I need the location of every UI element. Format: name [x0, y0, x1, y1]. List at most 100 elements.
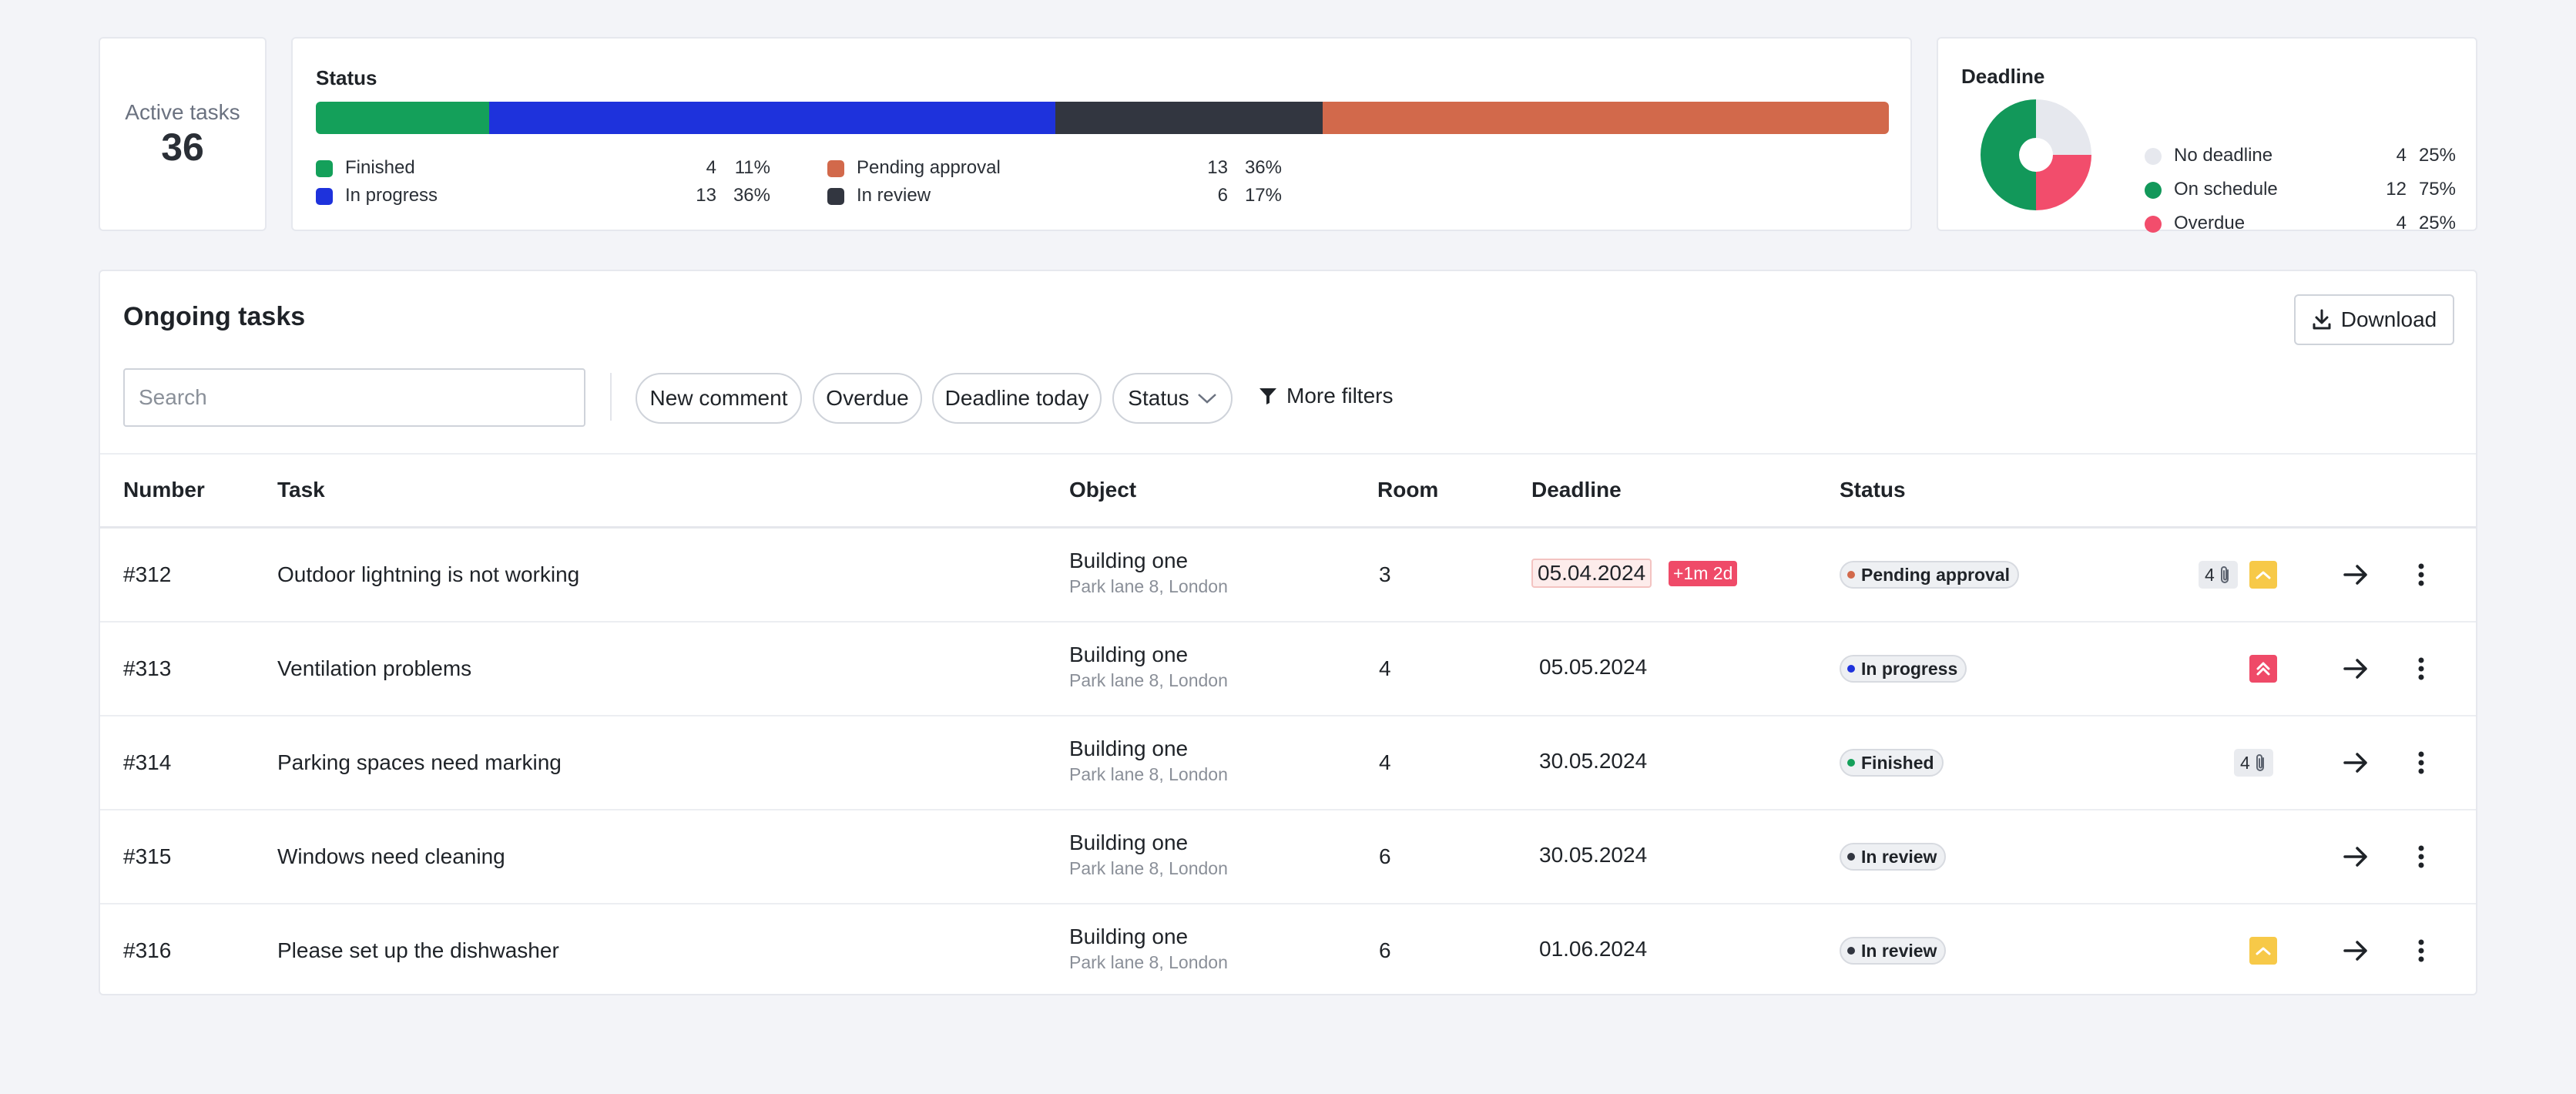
more-options-icon[interactable]: [2410, 652, 2433, 686]
legend-count: 4: [2396, 213, 2407, 233]
object-address: Park lane 8, London: [1069, 576, 1228, 596]
task-number: #313: [123, 656, 172, 680]
deadline-legend-item: On schedule 12 75%: [2145, 179, 2456, 203]
filter-chip-label: New comment: [649, 386, 788, 410]
deadline-date: 30.05.2024: [1539, 843, 1648, 867]
table-row[interactable]: #316 Please set up the dishwasher Building…: [100, 904, 2476, 998]
room-number: 4: [1379, 750, 1391, 774]
deadline-date: 01.06.2024: [1539, 937, 1648, 961]
column-header-status[interactable]: Status: [1840, 478, 1906, 502]
task-number: #312: [123, 562, 172, 586]
legend-count: 13: [696, 185, 716, 206]
column-header-task[interactable]: Task: [277, 478, 325, 502]
object-address: Park lane 8, London: [1069, 764, 1228, 784]
open-task-arrow-icon[interactable]: [2339, 558, 2373, 592]
legend-count: 6: [1217, 185, 1228, 206]
legend-percent: 11%: [734, 157, 770, 178]
status-badge: Pending approval: [1840, 561, 2019, 589]
filter-chip-deadline-today[interactable]: Deadline today: [932, 373, 1102, 424]
room-number: 3: [1379, 562, 1391, 586]
legend-percent: 17%: [1244, 185, 1282, 206]
legend-color-dot: [2145, 148, 2162, 165]
status-label: Pending approval: [1861, 564, 2010, 585]
column-header-number[interactable]: Number: [123, 478, 205, 502]
room-number: 6: [1379, 938, 1391, 962]
table-header: Number Task Object Room Deadline Status: [100, 453, 2476, 529]
status-legend-item: In review 6 17%: [827, 185, 1290, 210]
status-bar-segment: [488, 102, 1055, 134]
attachments-badge[interactable]: 4: [2199, 561, 2238, 589]
task-title: Windows need cleaning: [277, 844, 505, 868]
donut-slice: [2036, 99, 2091, 155]
legend-color-dot: [316, 160, 333, 177]
status-badge: In progress: [1840, 655, 1967, 683]
filter-chip-status[interactable]: Status: [1112, 373, 1233, 424]
task-title: Outdoor lightning is not working: [277, 562, 580, 586]
filter-chip-overdue[interactable]: Overdue: [813, 373, 922, 424]
status-card: Status Finished 4 11% In progress 13 36% Pendi…: [291, 37, 1912, 231]
legend-label: On schedule: [2174, 179, 2278, 200]
active-tasks-count: 36: [161, 126, 204, 169]
more-options-icon[interactable]: [2410, 558, 2433, 592]
filter-chip-new-comment[interactable]: New comment: [636, 373, 802, 424]
status-legend-item: Pending approval 13 36%: [827, 157, 1290, 182]
more-options-icon[interactable]: [2410, 934, 2433, 968]
legend-percent: 25%: [2418, 213, 2456, 233]
active-tasks-label: Active tasks: [125, 100, 240, 124]
object-address: Park lane 8, London: [1069, 952, 1228, 972]
deadline-legend-item: No deadline 4 25%: [2145, 145, 2456, 169]
attachments-badge[interactable]: 4: [2234, 749, 2273, 777]
deadline-title: Deadline: [1961, 65, 2045, 88]
legend-label: Finished: [345, 157, 415, 178]
open-task-arrow-icon[interactable]: [2339, 840, 2373, 874]
paperclip-icon: [2256, 754, 2264, 771]
column-header-room[interactable]: Room: [1377, 478, 1439, 502]
legend-color-dot: [827, 160, 844, 177]
status-label: In review: [1861, 846, 1937, 867]
open-task-arrow-icon[interactable]: [2339, 934, 2373, 968]
table-row[interactable]: #313 Ventilation problems Building one Park…: [100, 623, 2476, 716]
column-header-object[interactable]: Object: [1069, 478, 1137, 502]
priority-high-icon: [2249, 655, 2277, 683]
status-dot: [1847, 947, 1855, 955]
legend-color-dot: [316, 188, 333, 205]
legend-percent: 25%: [2418, 145, 2456, 166]
deadline-date: 05.05.2024: [1539, 655, 1648, 679]
ongoing-tasks-panel: Ongoing tasks Download New comment Overd…: [99, 270, 2477, 995]
status-dot: [1847, 759, 1855, 767]
legend-count: 12: [2386, 179, 2407, 200]
paperclip-icon: [2220, 566, 2229, 583]
legend-color-dot: [2145, 216, 2162, 233]
download-button[interactable]: Download: [2294, 294, 2454, 345]
table-row[interactable]: #312 Outdoor lightning is not working Buil…: [100, 529, 2476, 623]
attachments-count: 4: [2205, 564, 2215, 585]
object-address: Park lane 8, London: [1069, 858, 1228, 878]
room-number: 6: [1379, 844, 1391, 868]
status-badge: In review: [1840, 937, 1947, 965]
more-filters-button[interactable]: More filters: [1259, 384, 1393, 408]
deadline-date: 30.05.2024: [1539, 749, 1648, 773]
open-task-arrow-icon[interactable]: [2339, 652, 2373, 686]
more-options-icon[interactable]: [2410, 746, 2433, 780]
more-options-icon[interactable]: [2410, 840, 2433, 874]
legend-percent: 36%: [733, 185, 770, 206]
legend-label: In review: [857, 185, 931, 206]
column-header-deadline[interactable]: Deadline: [1531, 478, 1622, 502]
status-bar-segment: [1322, 102, 1889, 134]
table-row[interactable]: #314 Parking spaces need marking Building …: [100, 716, 2476, 810]
table-row[interactable]: #315 Windows need cleaning Building one Par…: [100, 810, 2476, 904]
deadline-donut-chart: [1981, 99, 2091, 210]
more-filters-label: More filters: [1286, 384, 1394, 408]
room-number: 4: [1379, 656, 1391, 680]
status-label: In progress: [1861, 658, 1958, 679]
open-task-arrow-icon[interactable]: [2339, 746, 2373, 780]
legend-count: 13: [1207, 157, 1228, 178]
object-name: Building one: [1069, 831, 1189, 854]
status-title: Status: [316, 66, 377, 89]
filter-chip-label: Status: [1128, 386, 1189, 410]
legend-color-dot: [827, 188, 844, 205]
status-bar-segment: [1055, 102, 1323, 134]
donut-slice: [1981, 99, 2036, 210]
status-legend-item: In progress 13 36%: [316, 185, 778, 210]
search-input[interactable]: [123, 368, 585, 427]
